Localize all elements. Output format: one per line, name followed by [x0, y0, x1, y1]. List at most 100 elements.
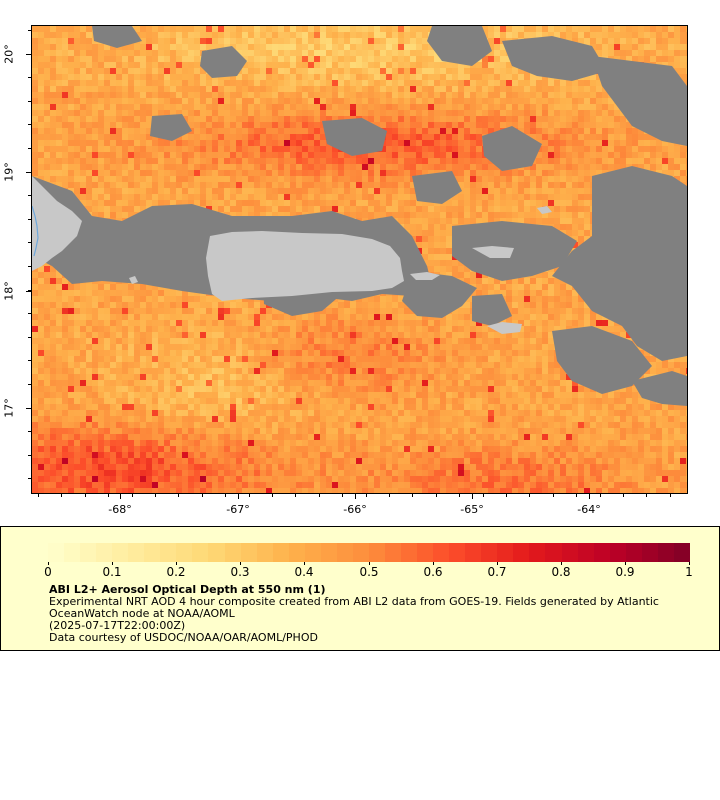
- aod-cell: [80, 146, 87, 153]
- aod-cell: [470, 86, 477, 93]
- aod-cell: [368, 188, 375, 195]
- aod-cell: [584, 188, 591, 195]
- aod-cell: [50, 50, 57, 57]
- aod-cell: [368, 50, 375, 57]
- aod-cell: [182, 110, 189, 117]
- aod-cell: [476, 134, 483, 141]
- aod-cell: [596, 98, 603, 105]
- aod-cell: [302, 56, 309, 63]
- aod-cell: [98, 128, 105, 135]
- aod-cell: [626, 44, 633, 51]
- aod-cell: [236, 74, 243, 81]
- aod-cell: [122, 296, 129, 303]
- aod-cell: [668, 170, 675, 177]
- aod-cell: [158, 170, 165, 177]
- aod-cell: [146, 56, 153, 63]
- aod-cell: [116, 290, 123, 297]
- aod-cell: [140, 104, 147, 111]
- aod-cell: [554, 26, 561, 33]
- aod-cell: [110, 56, 117, 63]
- aod-cell: [56, 146, 63, 153]
- aod-cell: [638, 56, 645, 63]
- aod-cell: [608, 32, 615, 39]
- aod-cell: [350, 74, 357, 81]
- aod-cell: [428, 86, 435, 93]
- aod-cell: [674, 170, 681, 177]
- aod-cell: [164, 50, 171, 57]
- aod-cell: [338, 176, 345, 183]
- aod-cell: [578, 206, 585, 213]
- aod-cell: [308, 200, 315, 207]
- aod-cell: [116, 80, 123, 87]
- aod-cell: [50, 116, 57, 123]
- aod-cell: [296, 140, 303, 147]
- aod-cell: [578, 26, 585, 33]
- aod-cell: [326, 200, 333, 207]
- aod-cell: [260, 104, 267, 111]
- aod-cell: [440, 110, 447, 117]
- aod-cell: [218, 158, 225, 165]
- aod-cell: [608, 146, 615, 153]
- aod-cell: [158, 140, 165, 147]
- aod-cell: [512, 92, 519, 99]
- aod-cell: [380, 116, 387, 123]
- aod-cell: [332, 116, 339, 123]
- aod-cell: [38, 86, 45, 93]
- aod-cell: [686, 44, 687, 51]
- aod-cell: [416, 152, 423, 159]
- aod-cell: [176, 56, 183, 63]
- aod-cell: [32, 152, 39, 159]
- aod-cell: [404, 32, 411, 39]
- aod-cell: [572, 116, 579, 123]
- aod-cell: [608, 152, 615, 159]
- aod-cell: [500, 32, 507, 39]
- aod-cell: [500, 182, 507, 189]
- aod-cell: [158, 152, 165, 159]
- aod-cell: [140, 44, 147, 51]
- aod-cell: [458, 152, 465, 159]
- aod-cell: [362, 164, 369, 171]
- aod-cell: [686, 68, 687, 75]
- aod-cell: [440, 68, 447, 75]
- aod-cell: [182, 194, 189, 201]
- aod-cell: [446, 122, 453, 129]
- aod-cell: [608, 98, 615, 105]
- aod-field-raster: [32, 26, 687, 493]
- aod-cell: [476, 158, 483, 165]
- aod-cell: [494, 80, 501, 87]
- aod-cell: [506, 32, 513, 39]
- aod-cell: [338, 182, 345, 189]
- aod-cell: [314, 80, 321, 87]
- aod-cell: [686, 56, 687, 63]
- aod-cell: [578, 32, 585, 39]
- aod-cell: [110, 128, 117, 135]
- aod-cell: [32, 98, 39, 105]
- aod-cell: [470, 128, 477, 135]
- aod-cell: [680, 50, 687, 57]
- aod-cell: [578, 236, 585, 243]
- aod-cell: [596, 86, 603, 93]
- aod-cell: [578, 218, 585, 225]
- aod-cell: [434, 146, 441, 153]
- aod-cell: [470, 116, 477, 123]
- aod-cell: [494, 38, 501, 45]
- aod-cell: [248, 32, 255, 39]
- aod-cell: [536, 110, 543, 117]
- aod-cell: [458, 176, 465, 183]
- aod-cell: [590, 122, 597, 129]
- aod-cell: [326, 152, 333, 159]
- aod-cell: [224, 26, 231, 33]
- aod-cell: [122, 146, 129, 153]
- aod-cell: [104, 284, 111, 291]
- aod-cell: [524, 26, 531, 33]
- aod-cell: [488, 182, 495, 189]
- aod-cell: [650, 50, 657, 57]
- aod-cell: [38, 56, 45, 63]
- aod-cell: [212, 98, 219, 105]
- aod-cell: [554, 116, 561, 123]
- aod-cell: [116, 170, 123, 177]
- aod-cell: [128, 194, 135, 201]
- aod-cell: [320, 176, 327, 183]
- aod-cell: [32, 32, 39, 39]
- aod-cell: [560, 206, 567, 213]
